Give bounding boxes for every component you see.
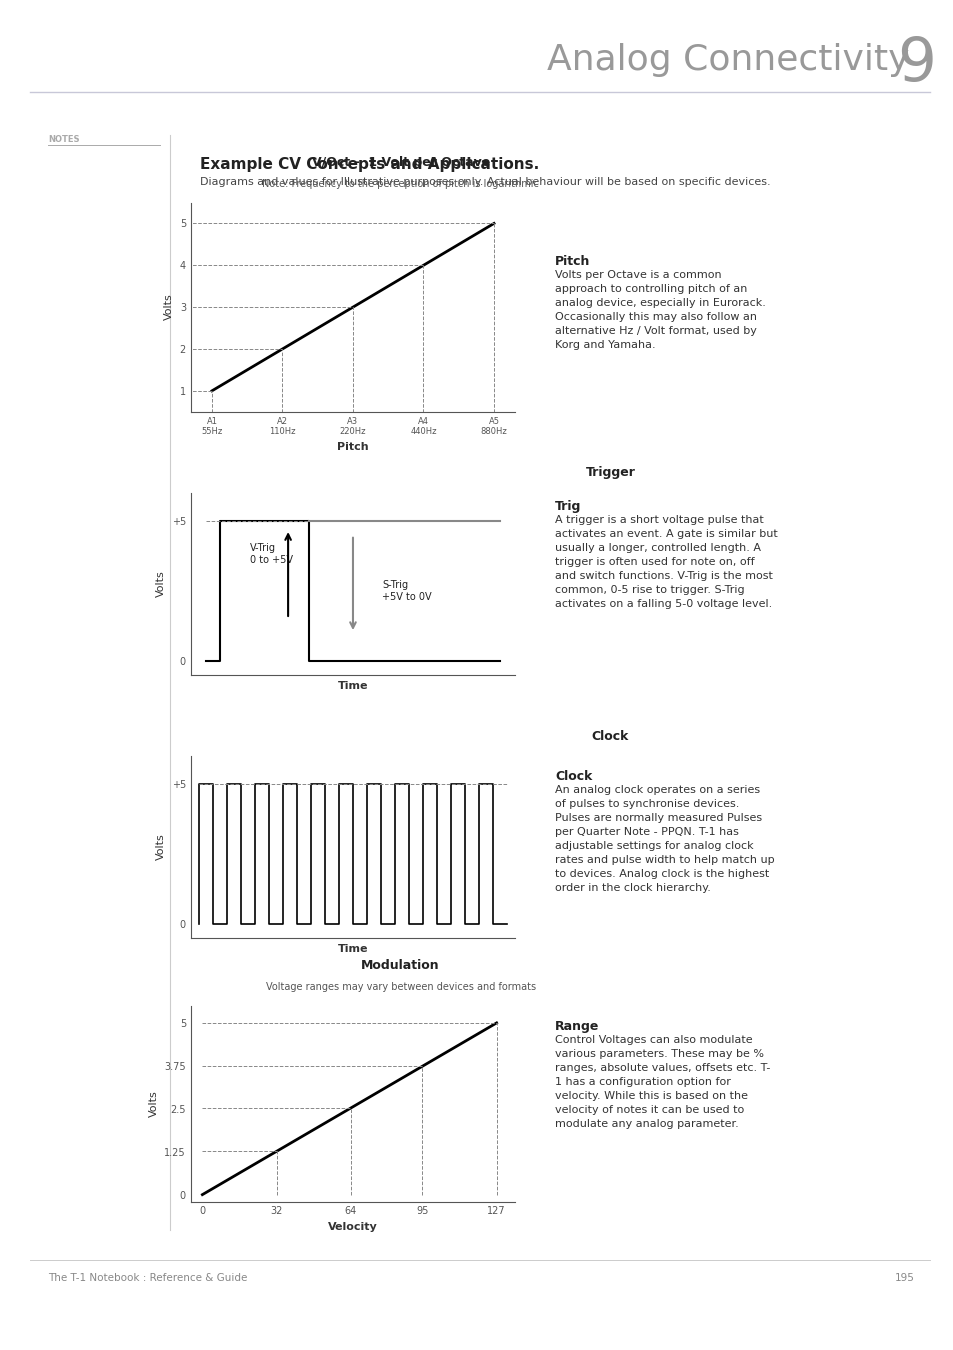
Text: Analog Connectivity: Analog Connectivity bbox=[547, 43, 909, 77]
Text: Pitch: Pitch bbox=[555, 255, 590, 269]
X-axis label: Velocity: Velocity bbox=[328, 1222, 377, 1233]
X-axis label: Time: Time bbox=[337, 944, 368, 954]
Text: Example CV Concepts and Applications.: Example CV Concepts and Applications. bbox=[200, 158, 538, 173]
Y-axis label: Volts: Volts bbox=[156, 571, 166, 597]
Text: Control Voltages can also modulate
various parameters. These may be %
ranges, ab: Control Voltages can also modulate vario… bbox=[555, 1035, 770, 1129]
Text: Volts per Octave is a common
approach to controlling pitch of an
analog device, : Volts per Octave is a common approach to… bbox=[555, 270, 765, 350]
Y-axis label: Volts: Volts bbox=[164, 294, 174, 320]
X-axis label: Pitch: Pitch bbox=[336, 441, 369, 451]
Text: 195: 195 bbox=[894, 1273, 914, 1282]
Text: Trig: Trig bbox=[555, 500, 580, 513]
Text: A trigger is a short voltage pulse that
activates an event. A gate is similar bu: A trigger is a short voltage pulse that … bbox=[555, 514, 777, 609]
Text: 9: 9 bbox=[896, 35, 935, 95]
Text: Clock: Clock bbox=[591, 729, 629, 742]
Text: V-Trig
0 to +5V: V-Trig 0 to +5V bbox=[250, 543, 293, 564]
Text: Range: Range bbox=[555, 1021, 598, 1033]
Text: Modulation: Modulation bbox=[361, 958, 439, 972]
Text: The T-1 Notebook : Reference & Guide: The T-1 Notebook : Reference & Guide bbox=[48, 1273, 247, 1282]
Text: Diagrams and values for Illustrative purposes only. Actual behaviour will be bas: Diagrams and values for Illustrative pur… bbox=[200, 177, 770, 188]
X-axis label: Time: Time bbox=[337, 680, 368, 691]
Text: Note: Frequency to the perception of pitch is logarithmic: Note: Frequency to the perception of pit… bbox=[262, 180, 538, 189]
Text: An analog clock operates on a series
of pulses to synchronise devices.
Pulses ar: An analog clock operates on a series of … bbox=[555, 784, 774, 892]
Y-axis label: Volts: Volts bbox=[156, 834, 166, 860]
Y-axis label: Volts: Volts bbox=[149, 1091, 158, 1116]
Text: NOTES: NOTES bbox=[48, 135, 79, 144]
Text: Voltage ranges may vary between devices and formats: Voltage ranges may vary between devices … bbox=[265, 983, 536, 992]
Text: S-Trig
+5V to 0V: S-Trig +5V to 0V bbox=[382, 580, 432, 602]
Text: Trigger: Trigger bbox=[585, 466, 635, 479]
Text: Clock: Clock bbox=[555, 769, 592, 783]
Text: V/Oct -  1 Volt per Octave: V/Oct - 1 Volt per Octave bbox=[312, 155, 489, 169]
